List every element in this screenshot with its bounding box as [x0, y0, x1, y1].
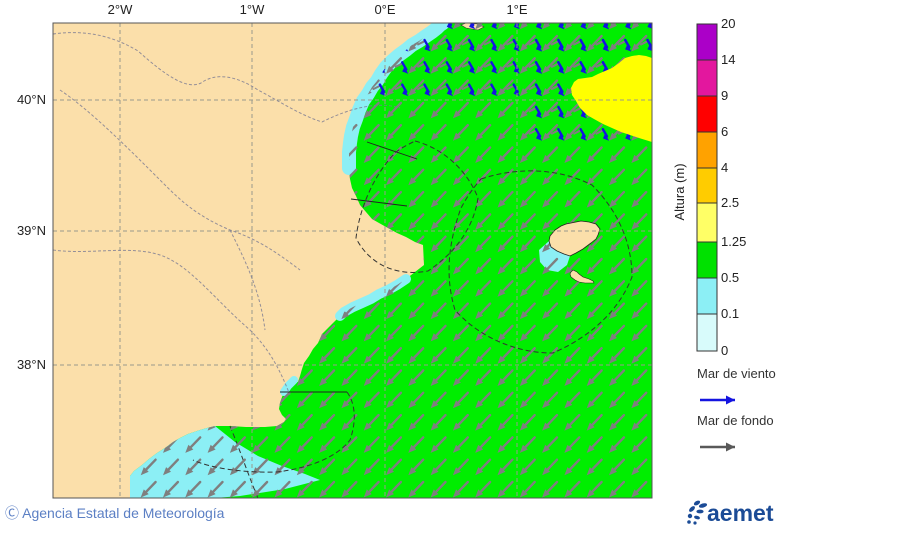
svg-text:0.5: 0.5	[721, 270, 739, 285]
svg-text:Mar de fondo: Mar de fondo	[697, 413, 774, 428]
svg-text:1.25: 1.25	[721, 234, 746, 249]
svg-text:0: 0	[721, 343, 728, 358]
svg-text:39°N: 39°N	[17, 223, 46, 238]
svg-text:38°N: 38°N	[17, 357, 46, 372]
svg-text:Mar de viento: Mar de viento	[697, 366, 776, 381]
svg-text:40°N: 40°N	[17, 92, 46, 107]
svg-text:Altura (m): Altura (m)	[672, 163, 687, 220]
svg-text:2.5: 2.5	[721, 195, 739, 210]
svg-text:6: 6	[721, 124, 728, 139]
svg-text:9: 9	[721, 88, 728, 103]
svg-text:aemet: aemet	[707, 500, 774, 526]
svg-text:0°E: 0°E	[374, 2, 395, 17]
svg-text:1°W: 1°W	[240, 2, 265, 17]
svg-text:2°W: 2°W	[108, 2, 133, 17]
svg-text:14: 14	[721, 52, 735, 67]
svg-text:4: 4	[721, 160, 728, 175]
svg-text:1°E: 1°E	[506, 2, 527, 17]
svg-text:Ⓒ Agencia Estatal de Meteorolo: Ⓒ Agencia Estatal de Meteorología	[5, 505, 225, 521]
svg-text:20: 20	[721, 16, 735, 31]
svg-text:0.1: 0.1	[721, 306, 739, 321]
